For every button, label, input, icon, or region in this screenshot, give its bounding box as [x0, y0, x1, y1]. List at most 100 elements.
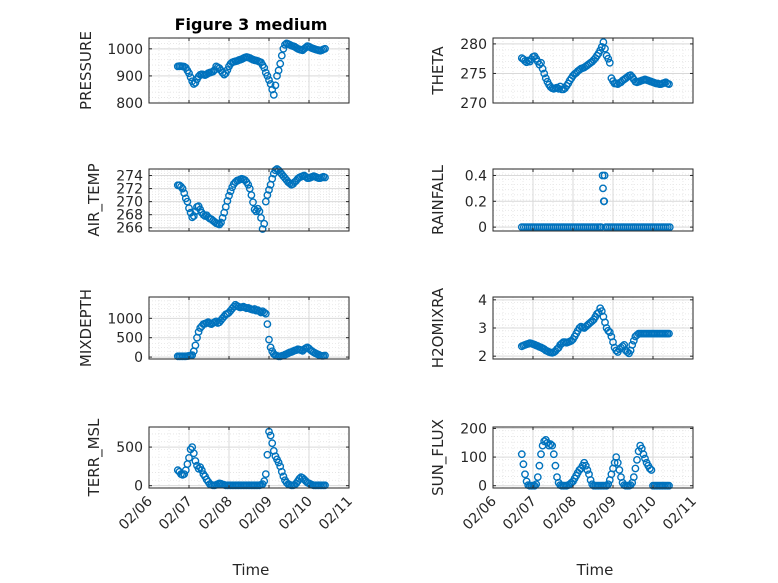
subplot-4-y-tick-label: 0.4 — [465, 168, 487, 184]
subplot-8-data-point — [639, 450, 648, 459]
subplot-7-data-point — [185, 453, 193, 462]
subplot-8-data-point — [530, 481, 539, 490]
subplot-3-data-point — [244, 180, 253, 189]
subplot-7-data-point — [263, 450, 272, 459]
subplot-4-axes-box — [492, 168, 694, 232]
subplot-1-data-point — [265, 76, 273, 84]
subplot-3-y-tick-label: 268 — [116, 208, 143, 224]
subplot-1-data-point — [223, 66, 232, 74]
subplot-3-data-point — [263, 191, 272, 200]
subplot-1-data-point — [269, 91, 278, 99]
subplot-3-data-point — [178, 184, 187, 193]
subplot-8-y-axis-label: SUN_FLUX — [429, 419, 448, 496]
subplot-8-data-point — [645, 464, 654, 473]
subplot-2-data-point — [538, 64, 547, 73]
subplot-3-y-axis-label: AIR_TEMP — [85, 163, 104, 236]
subplot-7-data-point — [261, 470, 270, 478]
subplot-6-data-point — [604, 326, 613, 335]
subplot-3-data-point — [223, 197, 232, 205]
subplot-7-data-point — [260, 477, 269, 485]
subplot-7-data-point — [268, 439, 277, 448]
subplot-1-data-point — [260, 63, 269, 72]
subplot-6-data-point — [629, 336, 638, 345]
subplot-8-data-point — [613, 458, 622, 467]
subplot-1-data-point — [263, 72, 272, 80]
subplot-8-data-point — [545, 441, 553, 450]
subplot-3-data-point — [258, 225, 267, 233]
subplot-4-y-tick-label: 0.2 — [465, 194, 487, 210]
subplot-8-data-point — [533, 473, 542, 481]
subplot-8-data-point — [548, 441, 557, 450]
subplot-1-axes-box — [148, 37, 350, 104]
subplot-5-data-point — [266, 343, 275, 352]
subplot-8-data-point — [549, 450, 558, 459]
subplot-2-data-point — [604, 54, 613, 63]
subplot-1-y-tick-label: 900 — [116, 69, 143, 85]
subplot-3-data-point — [257, 213, 265, 222]
subplot-3-data-point — [189, 212, 198, 220]
subplot-2-data-point — [601, 44, 609, 53]
subplot-8-data-point — [631, 464, 640, 473]
x-axis-label-left: Time — [232, 561, 270, 579]
subplot-3-data-point — [218, 213, 227, 222]
subplot-8-data-point — [537, 450, 545, 459]
subplot-3-data-point — [215, 220, 224, 229]
subplot-7-data-point — [197, 466, 206, 475]
subplot-7-data-point — [274, 458, 283, 467]
subplot-6-y-tick-label: 4 — [478, 293, 487, 309]
subplot-2-y-axis-label: THETA — [429, 46, 447, 96]
subplot-3-data-point — [249, 198, 257, 207]
subplot-3-data-point — [185, 204, 193, 213]
subplot-8-data-point — [532, 480, 541, 489]
subplot-1-data-point — [276, 59, 285, 68]
subplot-3-y-tick-label: 270 — [116, 195, 143, 211]
subplot-5-y-axis-label: MIXDEPTH — [77, 289, 95, 367]
subplot-5-data-point — [261, 309, 270, 318]
subplot-6-y-tick-label: 2 — [478, 349, 487, 365]
subplot-7-data-point — [266, 431, 275, 440]
subplot-5-data-point — [255, 307, 264, 316]
subplot-8-data-point — [604, 480, 613, 489]
subplot-1-y-axis-label: PRESSURE — [77, 31, 95, 110]
subplot-8-data-point — [583, 466, 592, 474]
subplot-8-data-point — [519, 460, 528, 469]
subplot-7-data-point — [189, 449, 198, 458]
subplot-1-data-point — [321, 44, 329, 53]
subplot-4-data-point — [600, 197, 609, 206]
x-axis-label-right: Time — [576, 561, 614, 579]
subplot-8-data-point — [615, 466, 624, 474]
subplot-3-data-point — [225, 191, 233, 200]
subplot-8-data-point — [581, 461, 590, 470]
subplot-3-data-point — [188, 213, 197, 222]
subplot-2-data-point — [665, 80, 673, 89]
subplot-8-data-point — [517, 450, 526, 459]
subplot-7-y-tick-label: 0 — [134, 479, 143, 495]
subplot-3-data-point — [271, 166, 280, 175]
subplot-4-data-point — [665, 223, 674, 232]
subplot-5-axes-box — [148, 296, 350, 360]
subplot-8-y-tick-label: 200 — [460, 421, 487, 437]
subplot-3-data-point — [260, 219, 269, 228]
subplot-1-data-point — [274, 66, 283, 75]
subplot-7-data-point — [191, 457, 200, 465]
subplot-4-y-tick-label: 0 — [478, 220, 487, 236]
subplot-8-data-point — [586, 476, 595, 484]
subplot-1-data-point — [185, 69, 193, 78]
subplot-1-data-point — [271, 81, 280, 90]
subplot-7-data-point — [277, 467, 286, 476]
subplot-8-y-tick-label: 100 — [460, 450, 487, 466]
subplot-1-data-point — [277, 51, 286, 60]
subplot-6-y-axis-label: H2OMIXRA — [429, 287, 447, 368]
subplot-5-y-tick-label: 500 — [116, 331, 143, 347]
subplot-5-data-point — [257, 308, 265, 317]
subplot-7-data-point — [180, 470, 189, 478]
subplot-2-y-tick-label: 275 — [460, 66, 487, 82]
subplot-5-data-point — [191, 341, 200, 350]
subplot-5-data-point — [260, 308, 269, 317]
subplot-4-y-axis-label: RAINFALL — [429, 164, 447, 235]
subplot-7-axes-box — [148, 426, 350, 489]
subplot-5-y-tick-label: 0 — [134, 350, 143, 366]
subplot-5-data-point — [263, 320, 272, 328]
subplot-8-data-point — [521, 470, 529, 479]
